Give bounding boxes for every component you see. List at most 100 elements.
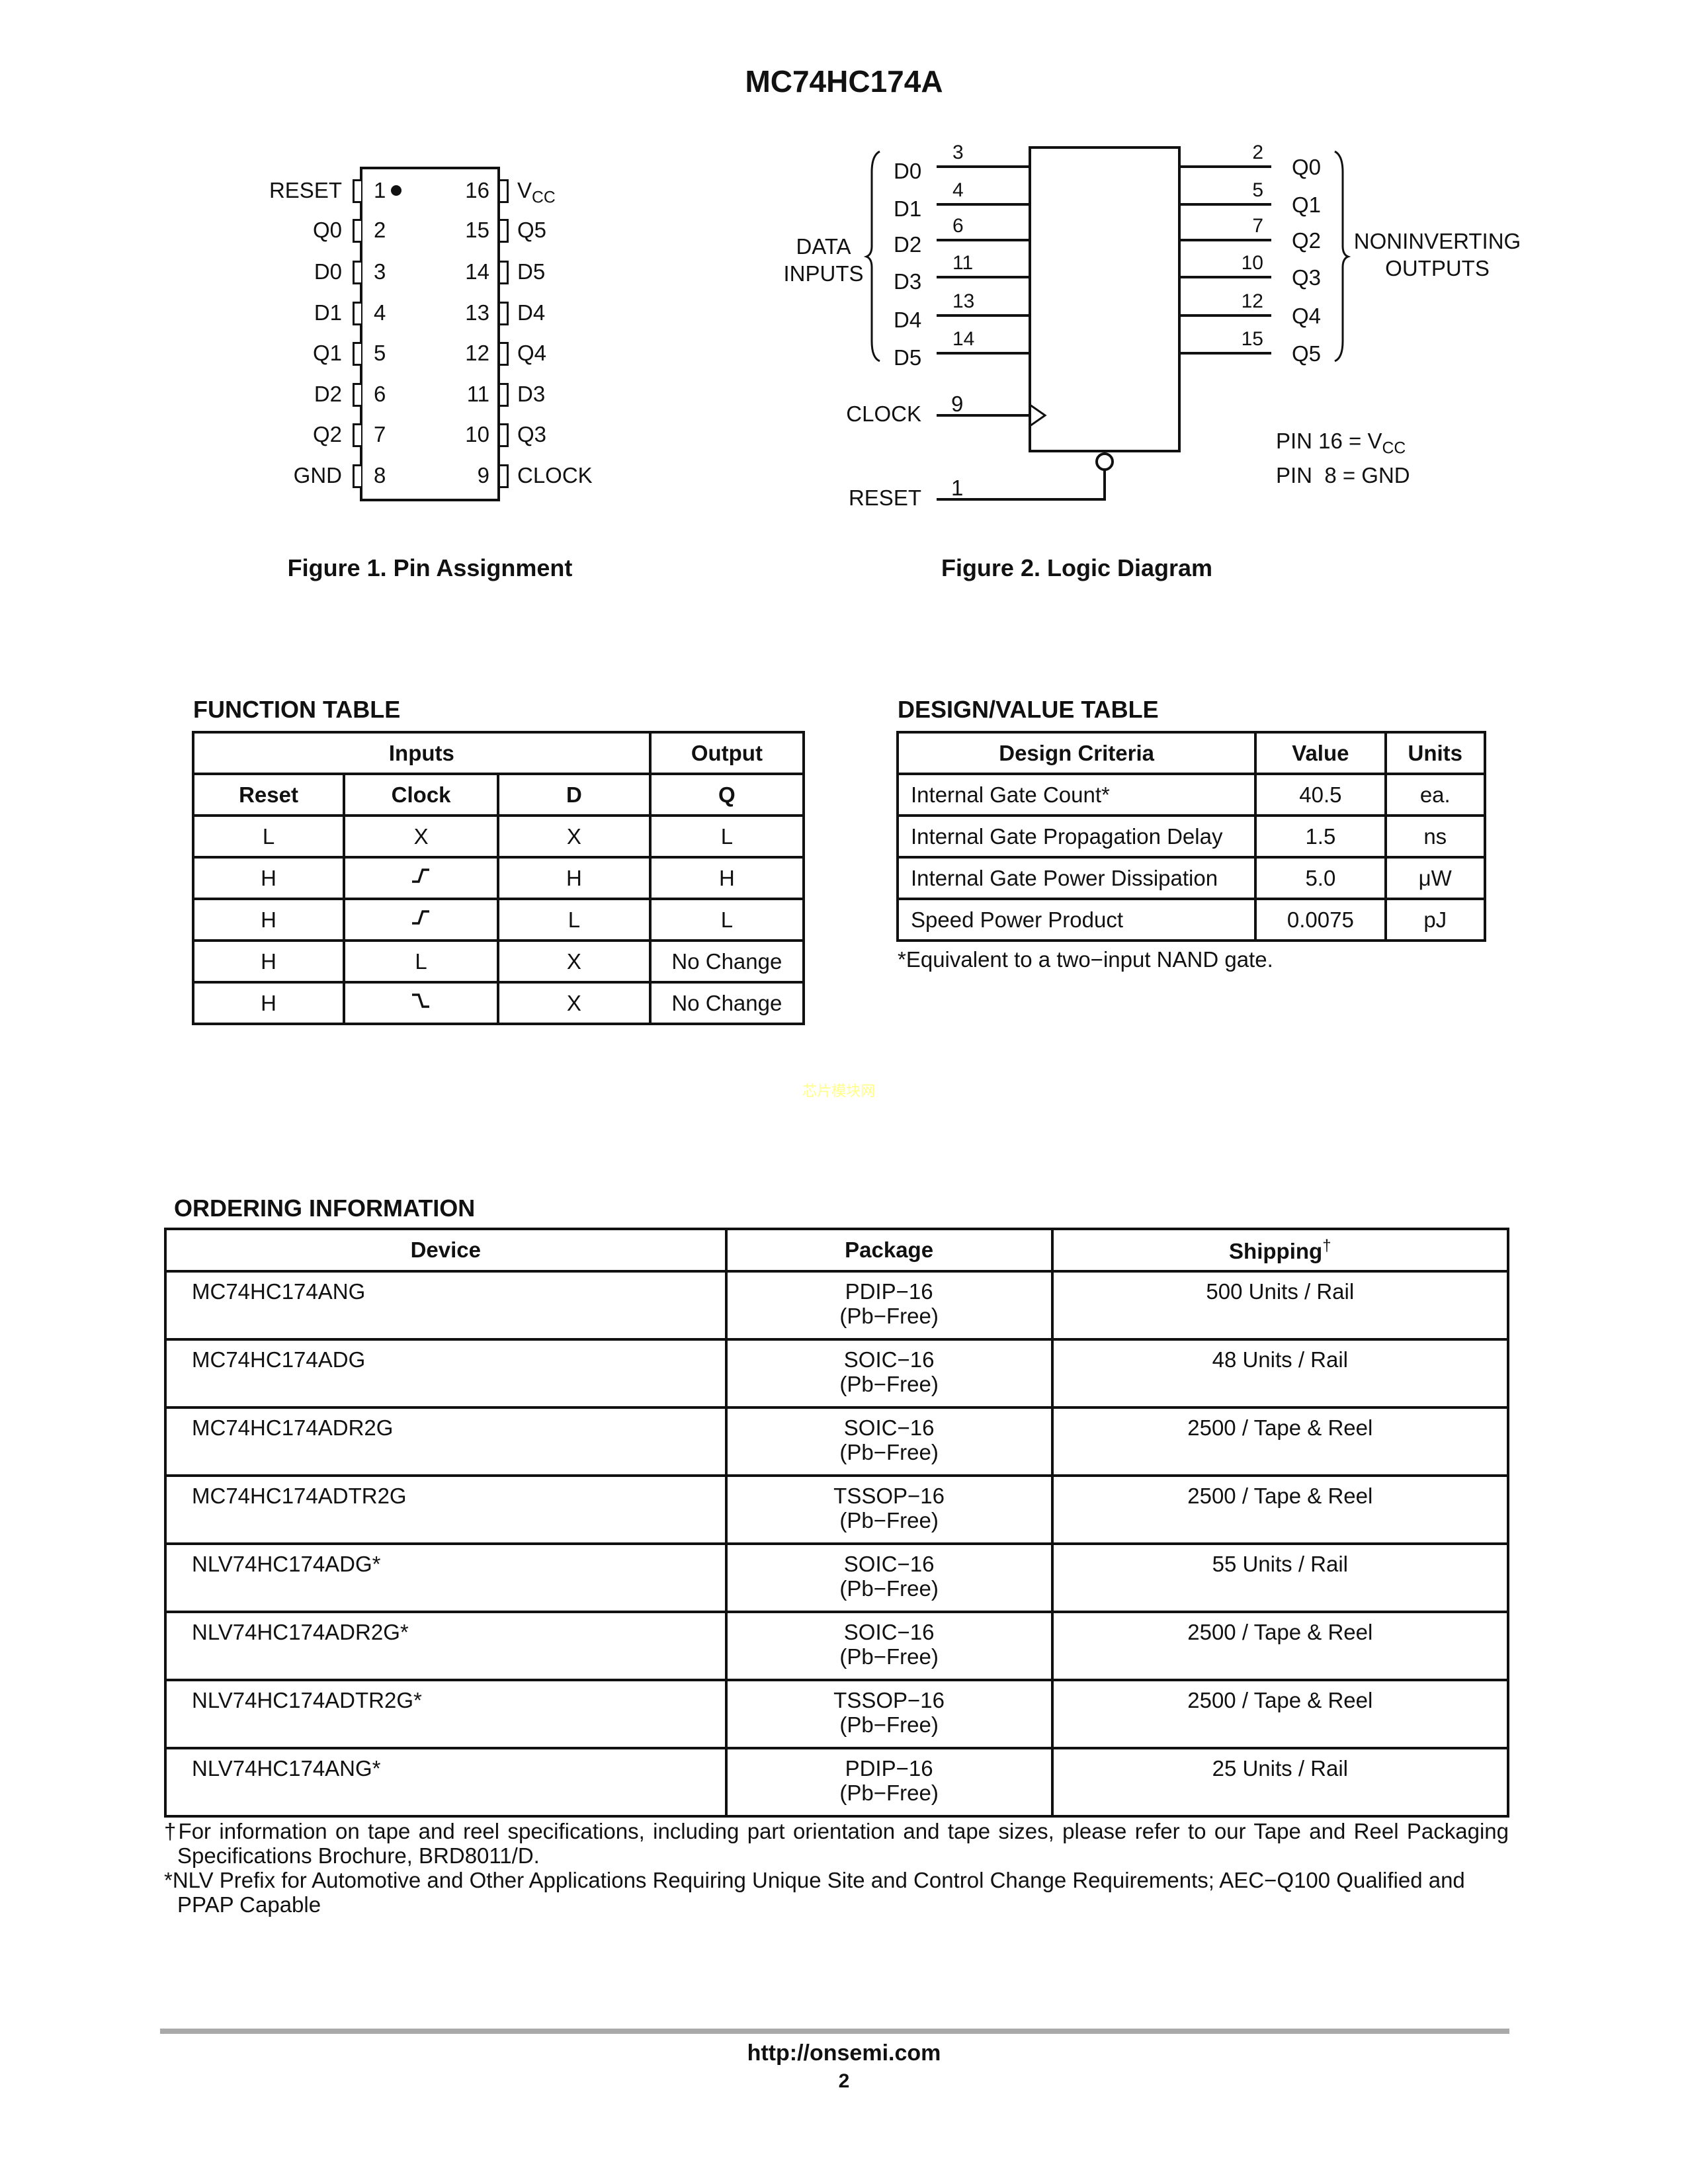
table-cell: Internal Gate Propagation Delay	[896, 814, 1257, 859]
rising-edge-icon	[411, 868, 429, 883]
package-note: (Pb−Free)	[839, 1781, 939, 1805]
falling-edge-icon	[411, 993, 429, 1008]
input-pin-number: 4	[952, 179, 964, 201]
package-note: (Pb−Free)	[839, 1304, 939, 1328]
noninverting-outputs-label: NONINVERTING OUTPUTS	[1338, 228, 1537, 282]
pin-label-right: D3	[517, 382, 545, 407]
package-note: (Pb−Free)	[839, 1644, 939, 1669]
figure1-caption: Figure 1. Pin Assignment	[287, 554, 573, 581]
rising-edge-icon	[411, 909, 429, 925]
pin-stub-right	[500, 464, 509, 488]
table-cell: L	[648, 814, 806, 859]
package-note: (Pb−Free)	[839, 1508, 939, 1533]
table-cell: L	[191, 814, 346, 859]
table-cell: H	[191, 939, 346, 984]
pin-label-right: D4	[517, 300, 545, 325]
page-title: MC74HC174A	[745, 64, 943, 99]
vcc-note: PIN 16 = VCC	[1276, 427, 1410, 462]
table-cell: Internal Gate Count*	[896, 773, 1257, 817]
table-cell: H	[497, 856, 652, 900]
pin-stub-left	[353, 302, 361, 325]
column-header: Design Criteria	[896, 731, 1257, 775]
package-note: (Pb−Free)	[839, 1372, 939, 1396]
reset-pin-number: 1	[951, 476, 964, 500]
input-pin-number: 6	[952, 215, 964, 237]
vcc-sub: CC	[1382, 439, 1406, 458]
column-header: D	[497, 773, 652, 817]
package-name: SOIC−16	[843, 1347, 935, 1372]
pin-stub-left	[353, 464, 361, 488]
output-pin-number: 10	[1241, 252, 1263, 274]
pin-number-right: 11	[466, 382, 489, 406]
output-pin-number: 2	[1252, 142, 1263, 163]
output-label: Q0	[1292, 155, 1322, 179]
column-header: Value	[1254, 731, 1387, 775]
pin-stub-left	[353, 423, 361, 447]
input-pin-number: 11	[952, 252, 974, 274]
table-row: Internal Gate Propagation Delay 1.5 ns	[896, 814, 1486, 859]
pin-label-left: Q1	[312, 341, 342, 365]
table-row: Internal Gate Power Dissipation 5.0 μW	[896, 856, 1486, 900]
table-cell: 0.0075	[1254, 898, 1387, 942]
pin-label-left: D0	[314, 259, 342, 284]
reset-label: RESET	[848, 485, 921, 510]
device-cell: NLV74HC174ADG*	[164, 1542, 728, 1613]
table-row: H X No Change	[191, 981, 806, 1025]
ordering-footnotes: †For information on tape and reel specif…	[164, 1819, 1509, 1917]
pin-stub-right	[500, 302, 509, 325]
pin-number-right: 15	[465, 218, 489, 242]
output-label: Q3	[1292, 265, 1322, 290]
table-cell: 1.5	[1254, 814, 1387, 859]
pin-number-right: 9	[477, 463, 489, 487]
table-row: NLV74HC174ANG* PDIP−16 (Pb−Free) 25 Units /…	[164, 1747, 1510, 1818]
clock-pin-number: 9	[951, 392, 964, 416]
output-label: Q4	[1292, 304, 1322, 328]
pin-label-text: Q4	[517, 341, 547, 365]
pin-label-text: D3	[517, 382, 546, 406]
figure2-caption: Figure 2. Logic Diagram	[941, 554, 1213, 581]
function-table-title: FUNCTION TABLE	[193, 696, 401, 723]
pin-label-left: D1	[314, 300, 342, 325]
clock-cell	[343, 981, 500, 1025]
shipping-cell: 2500 / Tape & Reel	[1050, 1406, 1510, 1477]
pin-label-text: D4	[517, 300, 546, 325]
input-pin-number: 3	[952, 142, 964, 163]
output-pin-number: 15	[1241, 328, 1263, 350]
function-table-header-row: Reset Clock D Q	[191, 773, 806, 817]
input-label: D1	[894, 196, 922, 221]
watermark: 芯片模块网	[802, 1083, 876, 1099]
pin-label-right: VCC	[517, 178, 556, 207]
footer-url[interactable]: http://onsemi.com	[747, 2040, 941, 2066]
pin-stub-right	[500, 179, 509, 203]
pin1-dot	[391, 185, 401, 196]
pin-label-text: Q5	[517, 218, 547, 242]
vcc-note-text: PIN 16 = V	[1276, 429, 1382, 453]
output-label: Q1	[1292, 192, 1322, 217]
pin-label-right: Q4	[517, 341, 546, 366]
flip-flop-block	[1029, 146, 1181, 452]
function-table: Inputs Output Reset Clock D Q L X X L H H H H L L H L X N…	[191, 731, 806, 1025]
pin-label-left: Q0	[312, 218, 342, 242]
shipping-header-text: Shipping	[1229, 1238, 1323, 1263]
pin-number-left: 1	[374, 178, 386, 202]
table-cell: Internal Gate Power Dissipation	[896, 856, 1257, 900]
package-note: (Pb−Free)	[839, 1576, 939, 1601]
package-name: TSSOP−16	[833, 1484, 945, 1508]
table-cell: ea.	[1384, 773, 1486, 817]
input-label: D2	[894, 232, 922, 257]
package-header: Package	[724, 1228, 1054, 1273]
table-row: NLV74HC174ADG* SOIC−16 (Pb−Free) 55 Units /…	[164, 1542, 1510, 1613]
table-row: Internal Gate Count* 40.5 ea.	[896, 773, 1486, 817]
pin-stub-right	[500, 383, 509, 407]
power-pin-note: PIN 16 = VCC PIN 8 = GND	[1276, 427, 1410, 489]
pin-number-right: 12	[465, 341, 489, 365]
package-cell: SOIC−16 (Pb−Free)	[724, 1611, 1054, 1681]
device-cell: MC74HC174ANG	[164, 1270, 728, 1341]
pin-number-right: 13	[465, 300, 489, 325]
ordering-title: ORDERING INFORMATION	[174, 1195, 476, 1222]
pin-number-left: 6	[374, 382, 386, 406]
pin-label-sub: CC	[532, 189, 556, 207]
ic-package-body	[360, 167, 500, 501]
